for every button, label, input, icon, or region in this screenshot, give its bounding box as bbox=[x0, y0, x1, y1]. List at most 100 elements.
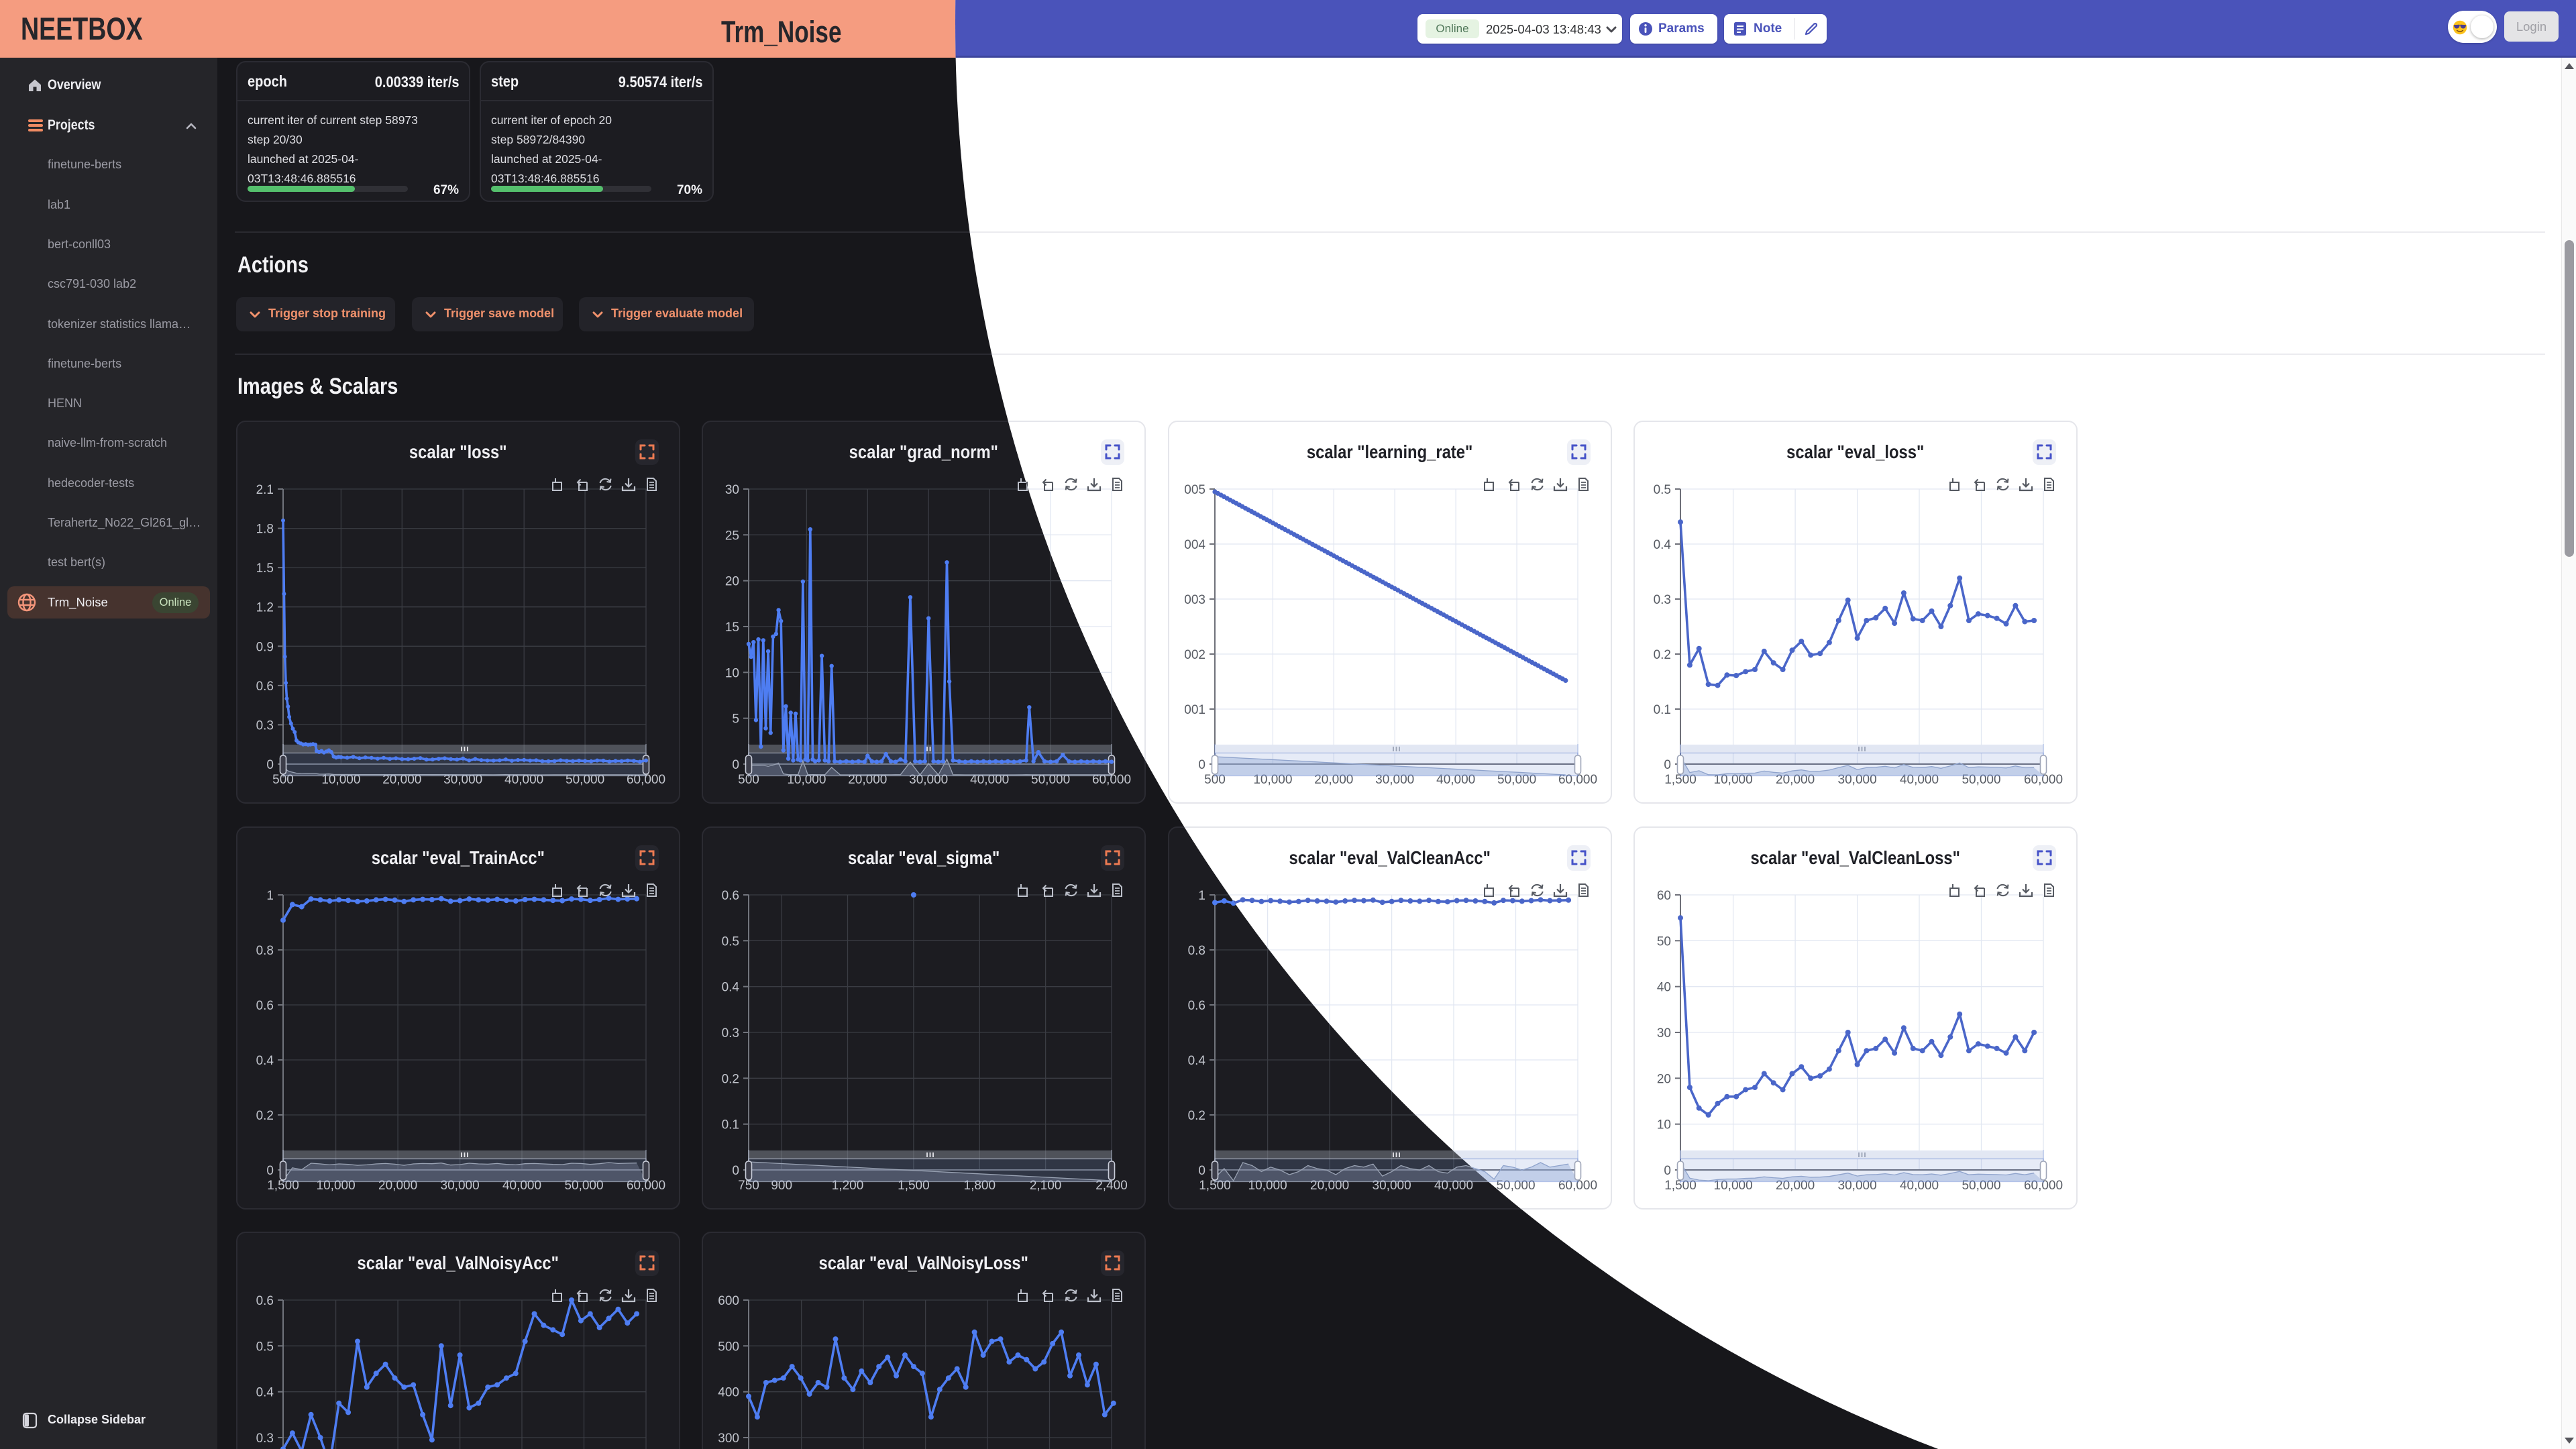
svg-text:20,000: 20,000 bbox=[382, 773, 421, 787]
svg-text:0: 0 bbox=[1664, 1164, 1671, 1178]
svg-text:10,000: 10,000 bbox=[1253, 773, 1292, 787]
svg-text:30,000: 30,000 bbox=[1375, 773, 1414, 787]
svg-text:50,000: 50,000 bbox=[566, 773, 604, 787]
svg-text:1: 1 bbox=[266, 889, 274, 903]
svg-text:0.4: 0.4 bbox=[722, 981, 740, 995]
svg-text:20,000: 20,000 bbox=[1776, 773, 1815, 787]
svg-text:0.6: 0.6 bbox=[256, 1294, 274, 1308]
svg-text:10,000: 10,000 bbox=[1714, 1179, 1753, 1193]
svg-text:0: 0 bbox=[266, 758, 274, 772]
svg-text:30,000: 30,000 bbox=[1838, 773, 1877, 787]
svg-text:2.1: 2.1 bbox=[256, 483, 274, 497]
svg-text:001: 001 bbox=[1184, 703, 1205, 717]
svg-text:1: 1 bbox=[1198, 889, 1205, 903]
svg-text:0.4: 0.4 bbox=[256, 1386, 274, 1400]
svg-text:500: 500 bbox=[738, 773, 759, 787]
svg-text:750: 750 bbox=[738, 1179, 759, 1193]
svg-text:30: 30 bbox=[1657, 1026, 1671, 1040]
svg-text:0.1: 0.1 bbox=[1654, 703, 1671, 717]
svg-text:1,200: 1,200 bbox=[832, 1179, 864, 1193]
svg-text:25: 25 bbox=[725, 529, 739, 543]
svg-text:50,000: 50,000 bbox=[1496, 1179, 1535, 1193]
svg-text:1,500: 1,500 bbox=[1664, 1179, 1697, 1193]
svg-text:600: 600 bbox=[718, 1294, 739, 1308]
svg-text:500: 500 bbox=[1204, 773, 1226, 787]
svg-text:50: 50 bbox=[1657, 934, 1671, 949]
svg-text:40,000: 40,000 bbox=[1900, 1179, 1939, 1193]
svg-text:1.8: 1.8 bbox=[256, 523, 274, 537]
svg-text:1,500: 1,500 bbox=[1199, 1179, 1231, 1193]
svg-text:0.2: 0.2 bbox=[722, 1072, 739, 1086]
svg-text:0.5: 0.5 bbox=[722, 934, 739, 949]
svg-text:20: 20 bbox=[1657, 1072, 1671, 1086]
svg-text:20: 20 bbox=[725, 575, 739, 589]
svg-text:10,000: 10,000 bbox=[317, 1179, 356, 1193]
svg-text:0.5: 0.5 bbox=[1654, 483, 1671, 497]
svg-text:20,000: 20,000 bbox=[848, 773, 887, 787]
svg-text:003: 003 bbox=[1184, 593, 1205, 607]
svg-text:40,000: 40,000 bbox=[1436, 773, 1475, 787]
svg-text:60,000: 60,000 bbox=[1092, 773, 1131, 787]
svg-text:0.3: 0.3 bbox=[1654, 593, 1671, 607]
svg-text:0.8: 0.8 bbox=[1188, 944, 1205, 958]
svg-text:0.6: 0.6 bbox=[1188, 999, 1205, 1013]
svg-text:40,000: 40,000 bbox=[970, 773, 1009, 787]
svg-text:2,400: 2,400 bbox=[1095, 1179, 1128, 1193]
svg-text:0.3: 0.3 bbox=[256, 718, 274, 733]
svg-text:0: 0 bbox=[266, 1164, 274, 1178]
svg-text:10,000: 10,000 bbox=[1248, 1179, 1287, 1193]
svg-text:40,000: 40,000 bbox=[1434, 1179, 1473, 1193]
svg-text:004: 004 bbox=[1184, 538, 1205, 552]
svg-text:0.2: 0.2 bbox=[1188, 1109, 1205, 1123]
svg-text:0: 0 bbox=[1198, 758, 1205, 772]
svg-text:30,000: 30,000 bbox=[1838, 1179, 1877, 1193]
svg-text:40,000: 40,000 bbox=[502, 1179, 541, 1193]
svg-text:0.1: 0.1 bbox=[722, 1118, 739, 1132]
svg-text:300: 300 bbox=[718, 1432, 739, 1446]
svg-text:0.4: 0.4 bbox=[1654, 538, 1672, 552]
svg-text:500: 500 bbox=[718, 1340, 739, 1354]
svg-text:0.5: 0.5 bbox=[256, 1340, 274, 1354]
svg-text:0: 0 bbox=[732, 758, 739, 772]
svg-text:50,000: 50,000 bbox=[1497, 773, 1536, 787]
svg-text:50,000: 50,000 bbox=[1031, 773, 1070, 787]
svg-text:30,000: 30,000 bbox=[443, 773, 482, 787]
svg-text:60: 60 bbox=[1657, 889, 1671, 903]
svg-text:5: 5 bbox=[732, 712, 739, 727]
svg-text:0: 0 bbox=[1198, 1164, 1205, 1178]
svg-text:10,000: 10,000 bbox=[787, 773, 826, 787]
svg-text:10,000: 10,000 bbox=[1714, 773, 1753, 787]
svg-text:1,500: 1,500 bbox=[267, 1179, 299, 1193]
svg-text:60,000: 60,000 bbox=[1558, 1179, 1597, 1193]
svg-text:50,000: 50,000 bbox=[564, 1179, 603, 1193]
svg-text:1,800: 1,800 bbox=[964, 1179, 996, 1193]
svg-text:0.4: 0.4 bbox=[256, 1054, 274, 1068]
svg-text:50,000: 50,000 bbox=[1962, 1179, 2000, 1193]
svg-text:002: 002 bbox=[1184, 648, 1205, 662]
svg-text:60,000: 60,000 bbox=[1558, 773, 1597, 787]
svg-text:0.6: 0.6 bbox=[722, 889, 739, 903]
svg-text:0.2: 0.2 bbox=[256, 1109, 274, 1123]
svg-text:20,000: 20,000 bbox=[1314, 773, 1353, 787]
svg-text:10: 10 bbox=[1657, 1118, 1671, 1132]
svg-text:1.2: 1.2 bbox=[256, 601, 274, 615]
svg-text:500: 500 bbox=[272, 773, 294, 787]
svg-text:60,000: 60,000 bbox=[2024, 773, 2063, 787]
svg-text:15: 15 bbox=[725, 621, 739, 635]
svg-text:30,000: 30,000 bbox=[909, 773, 948, 787]
svg-text:005: 005 bbox=[1184, 483, 1205, 497]
svg-text:60,000: 60,000 bbox=[627, 1179, 665, 1193]
svg-text:0.4: 0.4 bbox=[1188, 1054, 1206, 1068]
svg-text:0.6: 0.6 bbox=[256, 999, 274, 1013]
svg-text:30,000: 30,000 bbox=[1373, 1179, 1411, 1193]
svg-text:0.8: 0.8 bbox=[256, 944, 274, 958]
svg-text:1,500: 1,500 bbox=[898, 1179, 930, 1193]
svg-text:60,000: 60,000 bbox=[2024, 1179, 2063, 1193]
svg-text:50,000: 50,000 bbox=[1962, 773, 2000, 787]
svg-text:0.3: 0.3 bbox=[722, 1026, 739, 1040]
svg-text:40,000: 40,000 bbox=[504, 773, 543, 787]
svg-text:30,000: 30,000 bbox=[441, 1179, 480, 1193]
svg-text:40,000: 40,000 bbox=[1900, 773, 1939, 787]
svg-text:0: 0 bbox=[1664, 758, 1671, 772]
svg-text:400: 400 bbox=[718, 1386, 739, 1400]
